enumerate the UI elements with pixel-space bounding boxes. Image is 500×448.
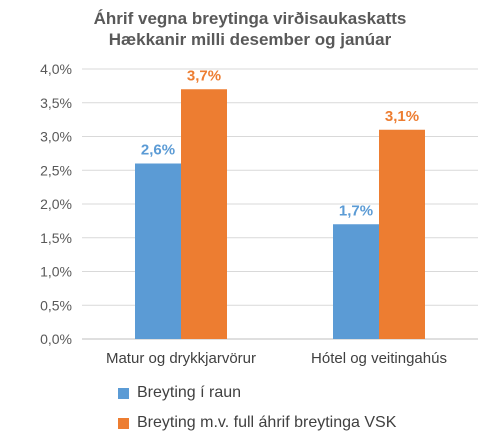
bar-1-1: [379, 129, 425, 339]
legend: Breyting í raun Breyting m.v. full áhrif…: [118, 378, 396, 438]
y-tick-label-7: 3,5%: [40, 95, 72, 111]
y-tick-label-4: 2,0%: [40, 196, 72, 212]
y-tick-label-3: 1,5%: [40, 230, 72, 246]
data-label-0-0: 2,6%: [141, 142, 175, 159]
data-label-1-0: 3,7%: [187, 67, 221, 84]
y-tick-label-0: 0,0%: [40, 331, 72, 347]
legend-swatch-0: [118, 387, 129, 399]
legend-item-0: Breyting í raun: [118, 378, 396, 408]
y-tick-label-1: 0,5%: [40, 297, 72, 313]
chart-subtitle: Hækkanir milli desember og janúar: [108, 30, 392, 49]
y-tick-label-6: 3,0%: [40, 129, 72, 145]
x-tick-label-1: Hótel og veitingahús: [311, 350, 447, 367]
y-tick-label-5: 2,5%: [40, 162, 72, 178]
legend-item-1: Breyting m.v. full áhrif breytinga VSK: [118, 408, 396, 438]
data-label-1-1: 3,1%: [385, 108, 419, 125]
legend-label-0: Breyting í raun: [137, 384, 242, 401]
x-tick-label-0: Matur og drykkjarvörur: [106, 350, 256, 367]
y-tick-label-2: 1,0%: [40, 264, 72, 280]
y-tick-label-8: 4,0%: [40, 61, 72, 77]
chart-title-block: Áhrif vegna breytinga virðisaukaskatts H…: [0, 8, 500, 50]
bar-0-1: [333, 224, 379, 339]
data-label-0-1: 1,7%: [339, 202, 373, 219]
bar-0-0: [135, 163, 181, 339]
legend-swatch-1: [118, 417, 129, 429]
chart-title: Áhrif vegna breytinga virðisaukaskatts: [93, 9, 407, 28]
bar-1-0: [181, 89, 227, 339]
legend-label-1: Breyting m.v. full áhrif breytinga VSK: [137, 414, 397, 431]
